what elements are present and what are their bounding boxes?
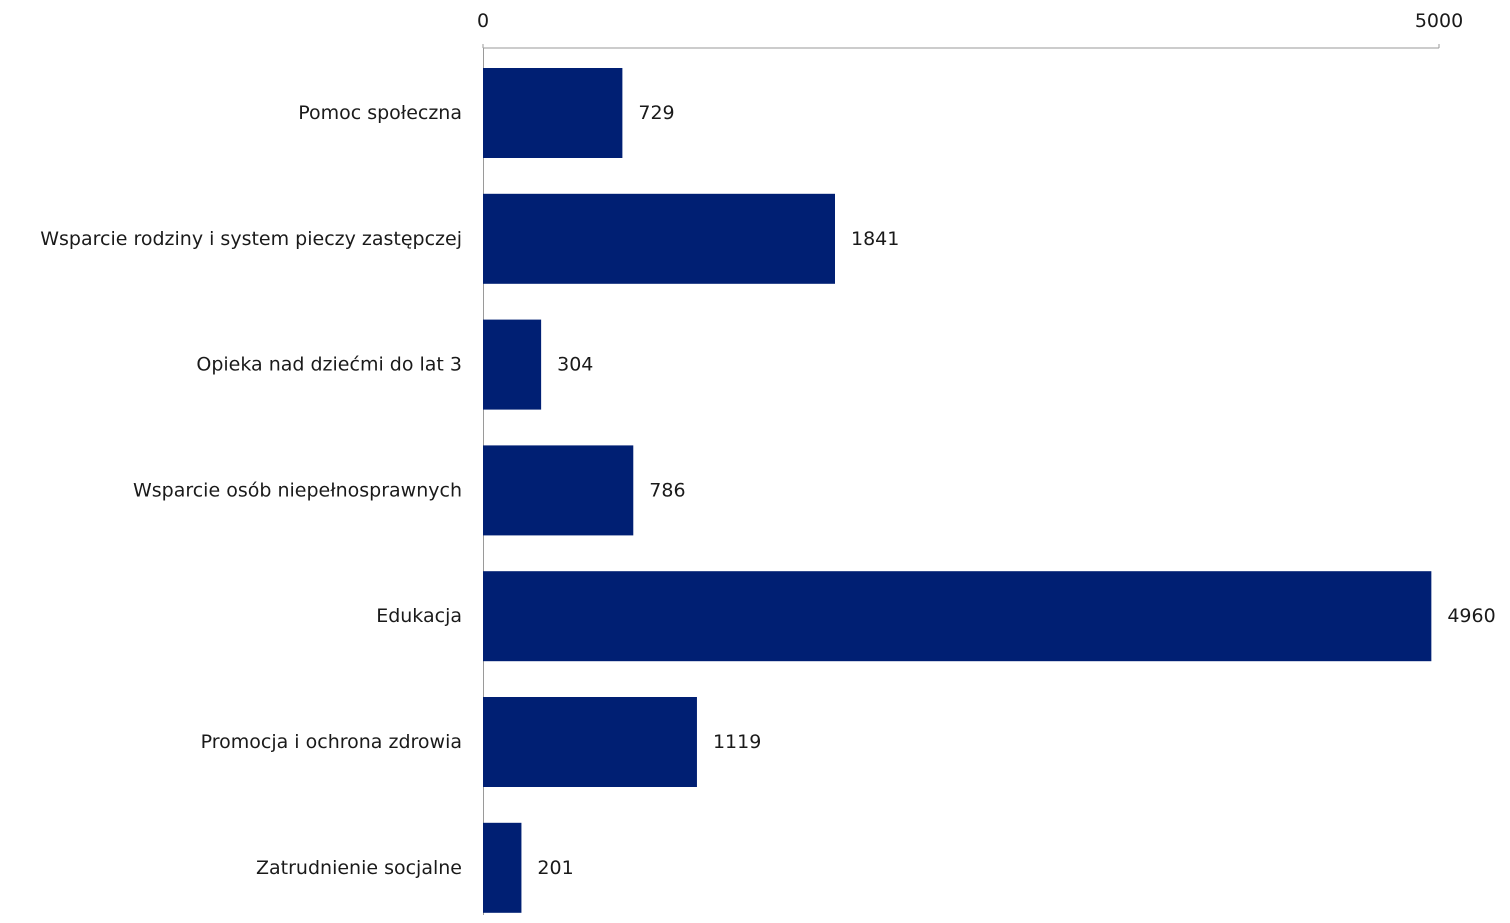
value-label: 1119 xyxy=(713,731,761,753)
category-label: Pomoc społeczna xyxy=(298,102,462,124)
bar xyxy=(483,319,542,410)
value-labels: 729 1841 304 786 4960 1119 201 xyxy=(537,102,1495,879)
category-label: Wsparcie osób niepełnosprawnych xyxy=(133,479,462,501)
bar xyxy=(483,445,634,536)
value-label: 786 xyxy=(649,479,685,501)
category-label: Zatrudnienie socjalne xyxy=(256,857,462,879)
x-tick-label: 5000 xyxy=(1415,10,1463,32)
bars xyxy=(483,68,1432,913)
category-label: Promocja i ochrona zdrowia xyxy=(201,731,462,753)
category-labels: Pomoc społeczna Wsparcie rodziny i system… xyxy=(40,102,462,879)
bar xyxy=(483,571,1432,662)
value-label: 304 xyxy=(557,354,593,376)
bar xyxy=(483,697,697,787)
category-label: Wsparcie rodziny i system pieczy zastępc… xyxy=(40,228,462,250)
value-label: 201 xyxy=(537,857,573,879)
category-label: Edukacja xyxy=(376,605,462,627)
value-label: 4960 xyxy=(1447,605,1495,627)
value-label: 729 xyxy=(638,102,674,124)
x-tick-label: 0 xyxy=(477,10,489,32)
bar xyxy=(483,68,623,158)
bar xyxy=(483,822,522,913)
category-label: Opieka nad dziećmi do lat 3 xyxy=(196,354,462,376)
bar xyxy=(483,193,835,284)
value-label: 1841 xyxy=(851,228,899,250)
